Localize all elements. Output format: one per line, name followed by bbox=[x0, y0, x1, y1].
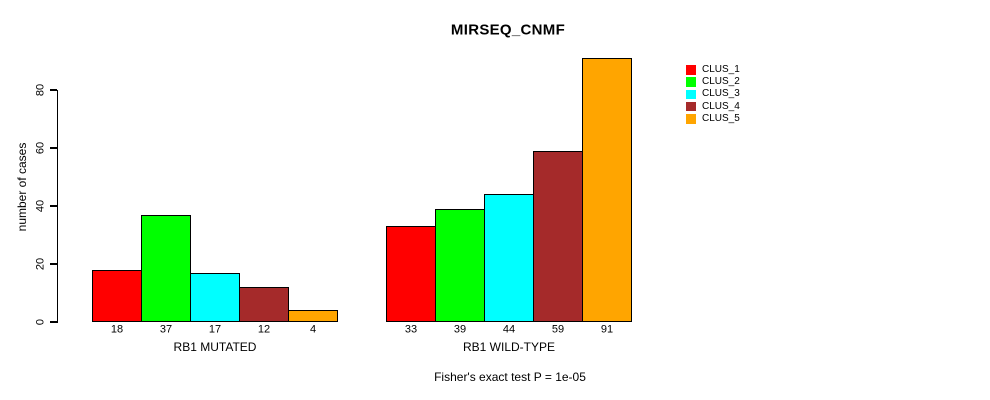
y-tick-label: 40 bbox=[34, 199, 47, 213]
bar-value-label: 91 bbox=[600, 323, 614, 336]
fisher-test-annotation: Fisher's exact test P = 1e-05 bbox=[434, 370, 586, 384]
bar-value-label: 37 bbox=[159, 323, 173, 336]
bar-clus_3-group1 bbox=[190, 273, 240, 322]
legend-swatch bbox=[686, 101, 696, 112]
y-tick bbox=[50, 205, 57, 207]
y-tick-label: 0 bbox=[34, 318, 47, 326]
legend-swatch bbox=[686, 65, 696, 75]
bar-clus_2-group2 bbox=[435, 209, 485, 322]
bar-clus_4-group1 bbox=[239, 287, 289, 322]
legend-label: CLUS_3 bbox=[702, 88, 740, 100]
bar-clus_5-group2 bbox=[582, 58, 632, 322]
legend-label: CLUS_2 bbox=[702, 76, 740, 88]
bar-value-label: 39 bbox=[453, 323, 467, 336]
bar-value-label: 17 bbox=[208, 323, 222, 336]
bar-value-label: 18 bbox=[110, 323, 124, 336]
legend-swatch bbox=[686, 89, 696, 100]
group-label-rb1-mutated: RB1 MUTATED bbox=[173, 340, 257, 354]
y-tick-label: 20 bbox=[34, 257, 47, 271]
legend-label: CLUS_5 bbox=[702, 112, 740, 124]
bar-clus_3-group2 bbox=[484, 194, 534, 322]
y-tick-label: 60 bbox=[34, 141, 47, 155]
chart-title: MIRSEQ_CNMF bbox=[450, 21, 566, 39]
y-axis-line bbox=[57, 90, 59, 323]
y-axis-label: number of cases bbox=[15, 142, 29, 232]
bar-value-label: 59 bbox=[551, 323, 565, 336]
group-label-rb1-wild-type: RB1 WILD-TYPE bbox=[462, 340, 556, 354]
legend-label: CLUS_4 bbox=[702, 100, 740, 112]
bar-value-label: 12 bbox=[257, 323, 271, 336]
bar-value-label: 33 bbox=[404, 323, 418, 336]
y-tick bbox=[50, 321, 57, 323]
bar-value-label: 44 bbox=[502, 323, 516, 336]
y-tick-label: 80 bbox=[34, 83, 47, 97]
legend-swatch bbox=[686, 114, 696, 124]
y-tick bbox=[50, 147, 57, 149]
bar-clus_1-group2 bbox=[386, 226, 436, 322]
bar-clus_2-group1 bbox=[141, 215, 191, 322]
y-tick bbox=[50, 89, 57, 91]
bar-clus_1-group1 bbox=[92, 270, 142, 322]
bar-clus_4-group2 bbox=[533, 151, 583, 322]
bar-value-label: 4 bbox=[309, 323, 317, 336]
legend-swatch bbox=[686, 77, 696, 87]
legend-label: CLUS_1 bbox=[702, 63, 740, 75]
bar-clus_5-group1 bbox=[288, 310, 338, 322]
y-tick bbox=[50, 263, 57, 265]
